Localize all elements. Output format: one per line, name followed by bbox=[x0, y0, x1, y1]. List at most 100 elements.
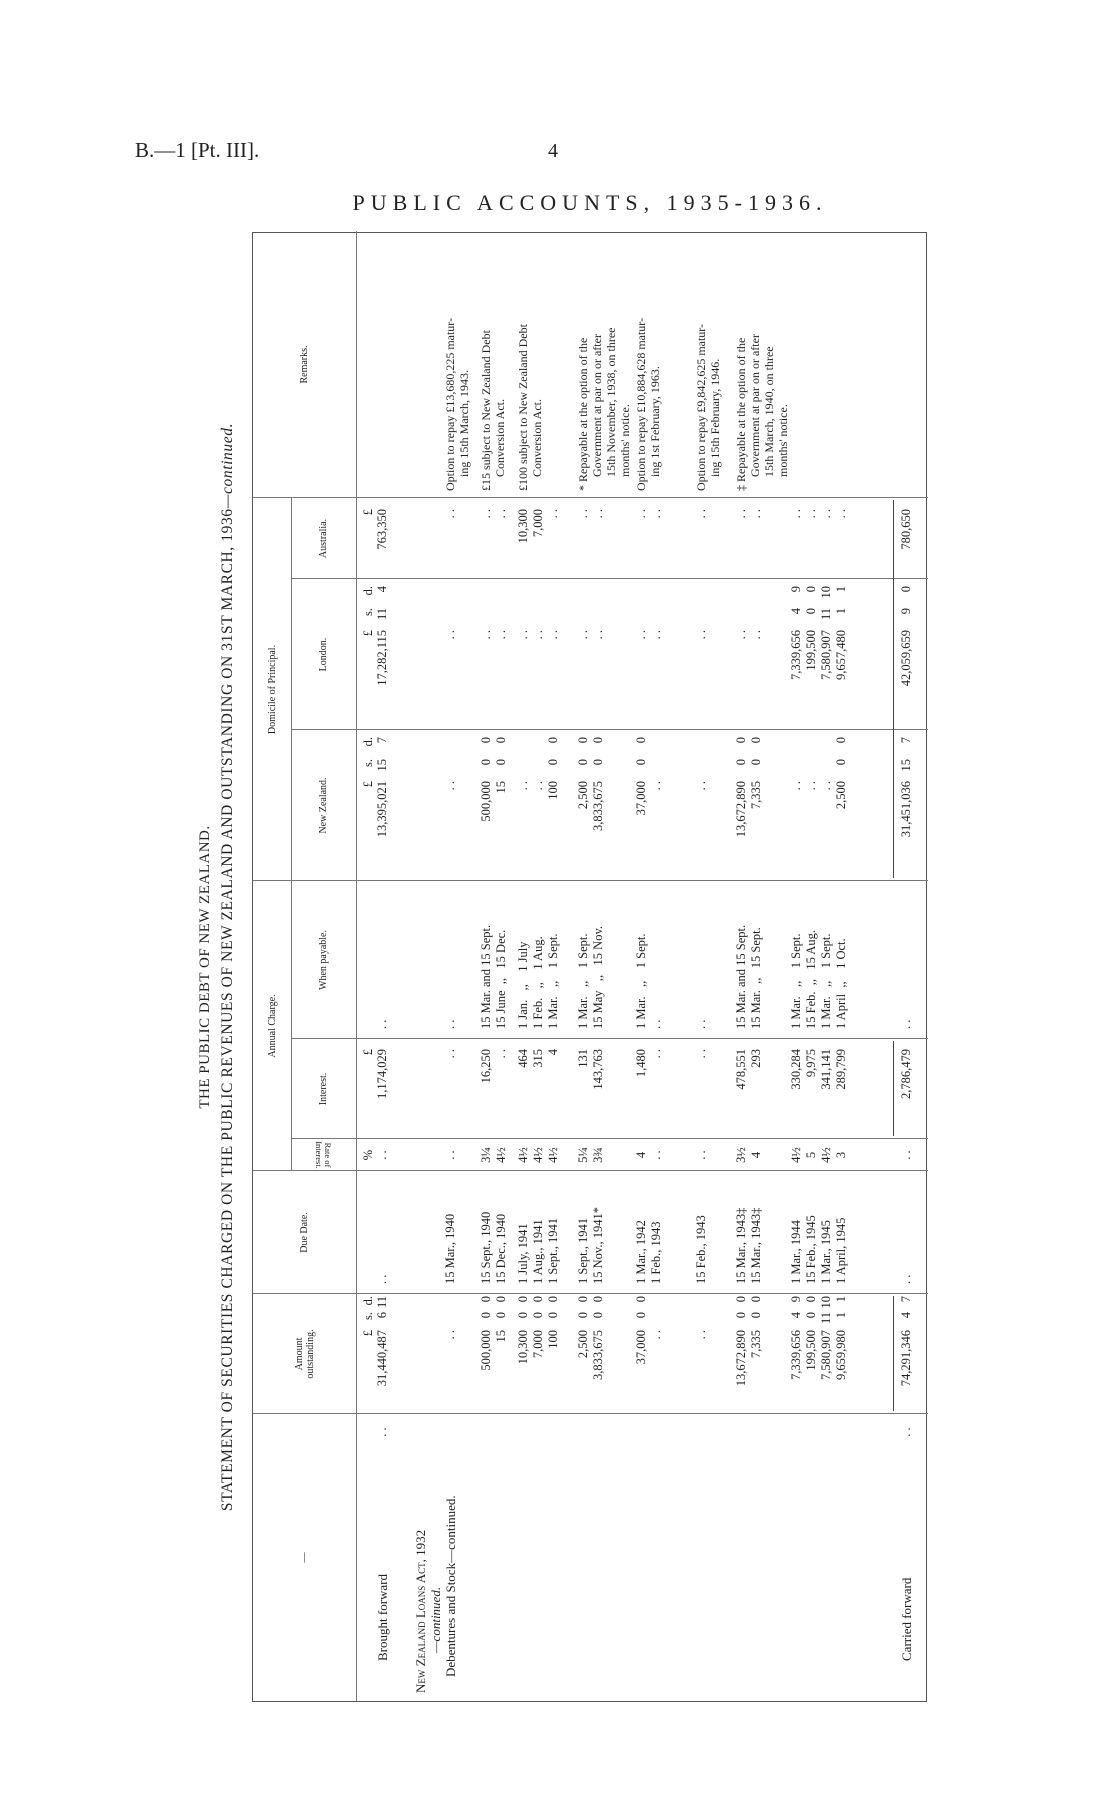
total-rule-domicile bbox=[893, 500, 894, 878]
nz-pounds-cell: . . bbox=[443, 781, 457, 791]
london-pounds-cell: 17,282,115 bbox=[375, 630, 389, 686]
amount-s-cell: 0 bbox=[634, 1312, 648, 1319]
london-pounds-cell: . . . . bbox=[634, 630, 663, 640]
due-cell: 15 Sept., 1940 15 Dec., 1940 bbox=[479, 1211, 508, 1284]
table-title: THE PUBLIC DEBT OF NEW ZEALAND. bbox=[197, 825, 213, 1109]
london-pounds-cell: . . bbox=[694, 630, 708, 640]
when-cell: . . bbox=[443, 1019, 457, 1029]
remarks-cell: £100 subject to New Zealand Debt Convers… bbox=[516, 324, 544, 491]
nz-d-cell: 7 bbox=[899, 737, 913, 744]
section-sub: Debentures and Stock—continued. bbox=[443, 1495, 458, 1677]
london-s-cell: 11 bbox=[375, 608, 389, 621]
nz-pounds-cell: 500,000 15 bbox=[479, 781, 508, 822]
interest-cell: 1,480 . . bbox=[634, 1049, 663, 1078]
due-cell: 1 Mar., 1944 15 Feb., 1945 1 Mar., 1945 … bbox=[789, 1215, 848, 1284]
amount-pounds-cell: £ bbox=[361, 1330, 375, 1337]
london-d-cell: 0 bbox=[899, 586, 913, 593]
nz-d-cell: 0 0 bbox=[576, 737, 605, 744]
nz-s-cell: 15 bbox=[375, 759, 389, 772]
nz-pounds-cell: . . . . 100 bbox=[516, 781, 560, 800]
rate-cell: 4½ 5 4½ 3 bbox=[789, 1147, 848, 1163]
amount-d-cell: 7 bbox=[899, 1296, 913, 1303]
column-rule bbox=[253, 497, 928, 498]
nz-s-cell: 0 bbox=[834, 759, 848, 766]
aus-cell: £ bbox=[361, 509, 375, 516]
when-cell: 15 Mar. and 15 Sept. 15 June ,, 15 Dec. bbox=[479, 924, 508, 1029]
nz-pounds-cell: 13,672,890 7,335 bbox=[734, 781, 763, 838]
nz-s-cell: 0 0 bbox=[734, 759, 763, 766]
when-cell: . . bbox=[899, 1019, 913, 1029]
subtitle-suffix: —continued. bbox=[219, 422, 236, 509]
interest-cell: . . bbox=[694, 1049, 708, 1059]
header-rate: Rate of Interest. bbox=[314, 1141, 334, 1169]
london-pounds-cell: 7,339,656 199,500 7,580,907 9,657,480 bbox=[789, 630, 848, 680]
london-s-cell: s. bbox=[361, 608, 375, 616]
document-reference: B.—1 [Pt. III]. bbox=[135, 138, 260, 162]
header-interest: Interest. bbox=[318, 1072, 329, 1106]
due-cell: . . bbox=[375, 1274, 389, 1284]
amount-d-cell: 0 0 bbox=[734, 1296, 763, 1303]
amount-s-cell: s. bbox=[361, 1312, 375, 1320]
rate-cell: 3¼ 4½ bbox=[479, 1147, 508, 1163]
header-remarks: Remarks. bbox=[299, 345, 310, 384]
header-rule bbox=[356, 231, 357, 1701]
amount-pounds-cell: . . bbox=[443, 1330, 457, 1340]
london-pounds-cell: . . bbox=[443, 630, 457, 640]
aus-cell: . . . . bbox=[576, 509, 605, 519]
interest-cell: 330,284 9,975 341,141 289,799 bbox=[789, 1049, 848, 1090]
interest-cell: £ bbox=[361, 1049, 375, 1056]
nz-pounds-cell: 2,500 3,833,675 bbox=[576, 781, 605, 831]
due-cell: 1 Sept., 1941 15 Nov., 1941* bbox=[576, 1207, 605, 1284]
london-pounds-cell: £ bbox=[361, 630, 375, 637]
interest-cell: 1,174,029 bbox=[375, 1049, 389, 1099]
due-cell: 1 Mar., 1942 1 Feb., 1943 bbox=[634, 1220, 663, 1284]
nz-d-cell: 7 bbox=[375, 737, 389, 744]
interest-cell: 16,250 . . bbox=[479, 1049, 508, 1084]
subtitle-text: STATEMENT OF SECURITIES CHARGED ON THE P… bbox=[219, 508, 236, 1512]
amount-pounds-cell: 7,339,656 199,500 7,580,907 9,659,980 bbox=[789, 1330, 848, 1380]
nz-pounds-cell: 13,395,021 bbox=[375, 781, 389, 838]
london-pounds-cell: . . . . bbox=[479, 630, 508, 640]
rate-cell: 4½ 4½ 4½ bbox=[516, 1147, 560, 1163]
amount-pounds-cell: . . bbox=[694, 1330, 708, 1340]
london-d-cell: 4 bbox=[375, 586, 389, 593]
london-s-cell: 4 0 11 1 bbox=[789, 608, 848, 621]
aus-cell: 763,350 bbox=[375, 509, 389, 550]
london-pounds-cell: . . . . bbox=[734, 630, 763, 640]
amount-s-cell: 0 0 bbox=[479, 1312, 508, 1319]
rate-cell: . . bbox=[694, 1150, 708, 1160]
amount-s-cell: 0 0 0 bbox=[516, 1312, 560, 1319]
header-description: — bbox=[299, 1552, 310, 1563]
rate-cell: . . bbox=[443, 1150, 457, 1160]
rate-cell: 5¼ 3¾ bbox=[576, 1147, 605, 1163]
section-act-continued: —continued. bbox=[428, 1586, 443, 1653]
remarks-cell: Option to repay £13,680,225 matur- ing 1… bbox=[443, 317, 471, 491]
when-cell: 1 Mar. ,, 1 Sept. 15 May ,, 15 Nov. bbox=[576, 925, 605, 1029]
table-subtitle: STATEMENT OF SECURITIES CHARGED ON THE P… bbox=[219, 232, 237, 1702]
nz-d-cell: 0 bbox=[546, 737, 560, 744]
rate-cell: 4 . . bbox=[634, 1150, 663, 1160]
nz-pounds-cell: . . . . . . 2,500 bbox=[789, 781, 848, 810]
aus-cell: . . bbox=[443, 509, 457, 519]
column-rule bbox=[253, 1293, 928, 1294]
section-heading: New Zealand Loans Act, 1932 —continued. … bbox=[413, 1495, 458, 1693]
amount-pounds-cell: 37,000 . . bbox=[634, 1330, 663, 1365]
amount-d-cell: 11 bbox=[375, 1296, 389, 1309]
due-cell: 15 Mar., 1943‡ 15 Mar., 1943‡ bbox=[734, 1207, 763, 1284]
nz-d-cell: 0 bbox=[834, 737, 848, 744]
nz-pounds-cell: £ bbox=[361, 781, 375, 788]
header-new-zealand: New Zealand. bbox=[318, 777, 329, 834]
rate-cell: . . bbox=[899, 1150, 913, 1160]
total-rule-interest bbox=[893, 1041, 894, 1136]
when-cell: . . bbox=[694, 1019, 708, 1029]
interest-cell: 478,551 293 bbox=[734, 1049, 763, 1090]
remarks-cell: Option to repay £10,884,628 matur- ing 1… bbox=[634, 317, 662, 491]
leader-cell: . . bbox=[375, 1427, 389, 1437]
column-rule bbox=[253, 1413, 928, 1414]
remarks-cell: Option to repay £9,842,625 matur- ing 15… bbox=[694, 323, 722, 491]
interest-cell: 2,786,479 bbox=[899, 1049, 913, 1099]
rate-cell: 3½ 4 bbox=[734, 1147, 763, 1163]
amount-d-cell: 0 bbox=[634, 1296, 648, 1303]
remarks-cell: * Repayable at the option of the Governm… bbox=[576, 327, 632, 491]
group-header-rule bbox=[291, 498, 292, 1171]
